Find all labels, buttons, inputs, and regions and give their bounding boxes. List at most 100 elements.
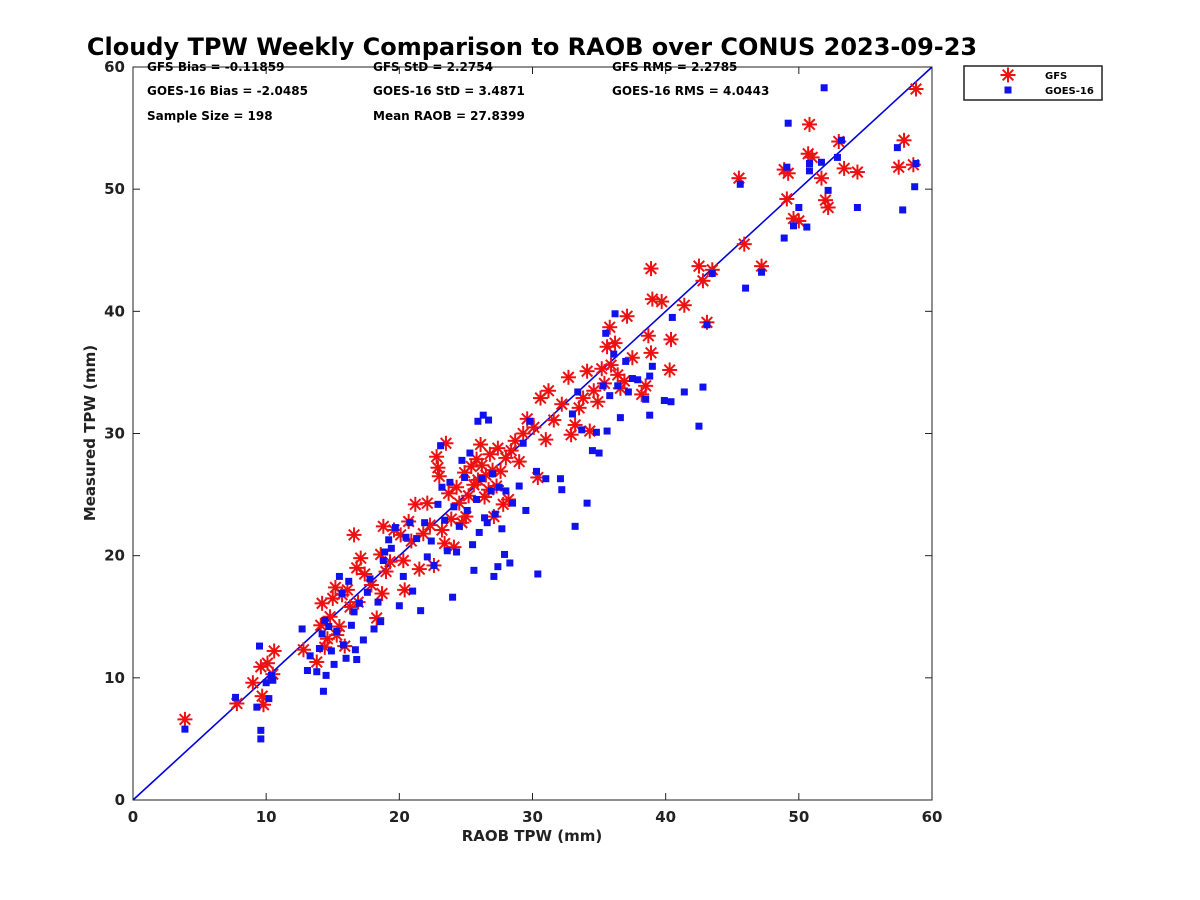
goes16-point: [347, 621, 355, 629]
goes16-point: [359, 636, 367, 644]
x-tick-label: 50: [788, 808, 809, 826]
gfs-point: [801, 116, 817, 132]
goes16-point: [478, 475, 486, 483]
goes16-point: [610, 350, 618, 358]
goes16-point: [556, 475, 564, 483]
gfs-point: [603, 357, 619, 373]
goes16-point: [345, 577, 353, 585]
gfs-point: [395, 553, 411, 569]
goes16-point: [303, 667, 311, 675]
goes16-point: [366, 575, 374, 583]
goes16-point: [501, 550, 509, 558]
goes16-point: [333, 627, 341, 635]
gfs-point: [554, 396, 570, 412]
gfs-point: [654, 294, 670, 310]
goes16-point: [455, 522, 463, 530]
goes16-point: [893, 144, 901, 152]
goes16-point: [599, 382, 607, 390]
gfs-point: [586, 383, 602, 399]
goes16-point: [628, 375, 636, 383]
goes16-point: [322, 671, 330, 679]
goes16-point: [385, 536, 393, 544]
stat-mean-raob: Mean RAOB = 27.8399: [373, 109, 525, 123]
gfs-point: [607, 335, 623, 351]
legend-box: [963, 65, 1103, 101]
gfs-point: [579, 363, 595, 379]
goes16-point: [473, 495, 481, 503]
y-tick-label: 30: [104, 425, 125, 443]
goes16-point: [699, 383, 707, 391]
stat-gfs-bias: GFS Bias = -0.11859: [147, 60, 284, 74]
goes16-point: [592, 428, 600, 436]
goes16-point: [434, 500, 442, 508]
goes16-point: [660, 397, 668, 405]
legend-gfs-marker: [1000, 67, 1016, 83]
goes16-point: [534, 570, 542, 578]
gfs-point: [245, 675, 261, 691]
goes16-point: [616, 414, 624, 422]
x-axis-label: RAOB TPW (mm): [462, 827, 603, 845]
goes16-point: [438, 483, 446, 491]
gfs-point: [463, 458, 479, 474]
goes16-point: [181, 725, 189, 733]
gfs-point: [891, 159, 907, 175]
goes16-point: [395, 602, 403, 610]
gfs-point: [482, 446, 498, 462]
goes16-point: [262, 679, 270, 687]
goes16-point: [330, 660, 338, 668]
gfs-point: [676, 297, 692, 313]
goes16-point: [490, 572, 498, 580]
goes16-point: [483, 519, 491, 527]
gfs-point: [353, 550, 369, 566]
goes16-point: [265, 695, 273, 703]
goes16-point: [912, 160, 920, 168]
goes16-point: [232, 693, 240, 701]
stat-goes-bias: GOES-16 Bias = -2.0485: [147, 84, 308, 98]
goes16-point: [353, 656, 361, 664]
goes16-point: [319, 687, 327, 695]
x-tick-label: 0: [128, 808, 138, 826]
goes16-point: [568, 410, 576, 418]
goes16-point: [342, 654, 350, 662]
gfs-point: [411, 561, 427, 577]
goes16-point: [421, 519, 429, 527]
gfs-point: [602, 319, 618, 335]
goes16-series: [181, 84, 920, 743]
goes16-point: [489, 470, 497, 478]
goes16-point: [443, 547, 451, 555]
goes16-point: [325, 623, 333, 631]
goes16-point: [703, 321, 711, 329]
gfs-point: [663, 331, 679, 347]
gfs-point: [346, 527, 362, 543]
goes16-point: [450, 503, 458, 511]
goes16-point: [321, 616, 329, 624]
gfs-point: [259, 655, 275, 671]
gfs-point: [490, 440, 506, 456]
goes16-point: [479, 411, 487, 419]
goes16-point: [437, 442, 445, 450]
goes16-point: [446, 478, 454, 486]
goes16-point: [911, 183, 919, 191]
goes16-point: [642, 395, 650, 403]
chart-title: Cloudy TPW Weekly Comparison to RAOB ove…: [87, 33, 977, 61]
goes16-point: [667, 398, 675, 406]
y-tick-label: 20: [104, 547, 125, 565]
gfs-point: [638, 378, 654, 394]
stat-goes-std: GOES-16 StD = 3.4871: [373, 84, 525, 98]
goes16-point: [578, 426, 586, 434]
goes16-point: [558, 486, 566, 494]
statistics-block: GFS Bias = -0.11859 GFS StD = 2.2754 GFS…: [147, 60, 769, 123]
gfs-point: [419, 495, 435, 511]
goes16-point: [803, 223, 811, 231]
gfs-point: [457, 465, 473, 481]
goes16-point: [387, 544, 395, 552]
goes16-point: [430, 561, 438, 569]
gfs-point: [813, 170, 829, 186]
stat-goes-rms: GOES-16 RMS = 4.0443: [612, 84, 769, 98]
gfs-point: [560, 369, 576, 385]
goes16-point: [470, 566, 478, 574]
goes16-point: [306, 652, 314, 660]
goes16-point: [370, 625, 378, 633]
goes16-point: [795, 203, 803, 211]
goes16-point: [646, 411, 654, 419]
